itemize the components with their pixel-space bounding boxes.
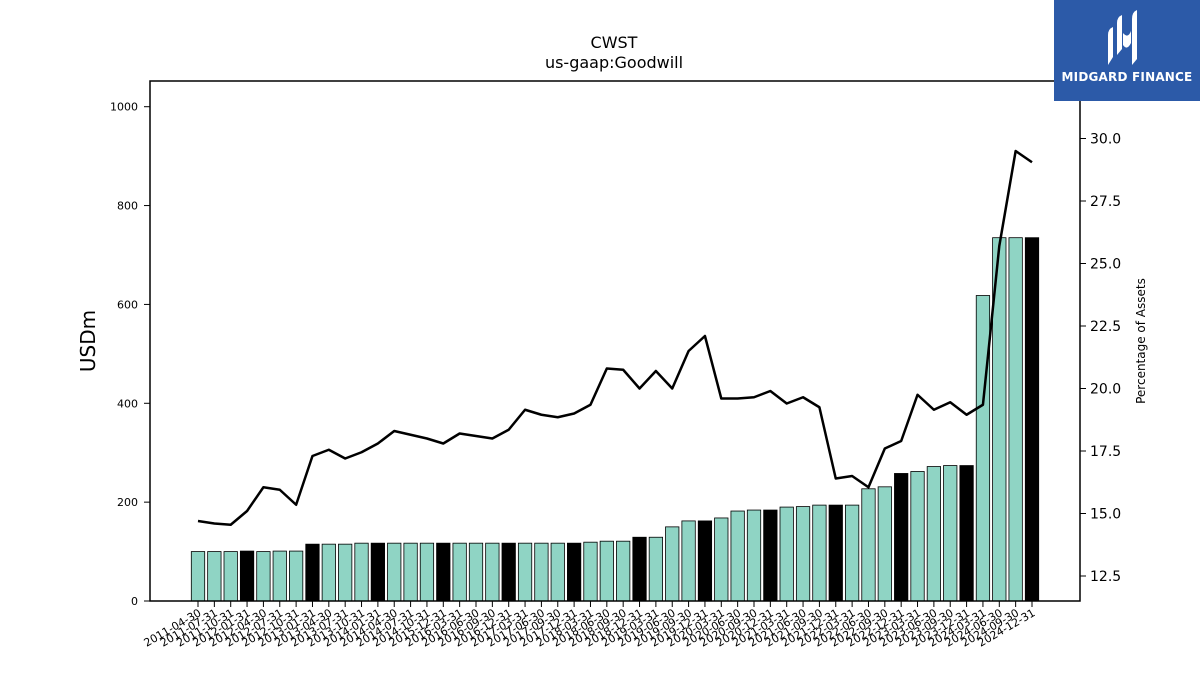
plot-frame <box>149 80 1081 602</box>
y-axis-label: USDm <box>76 310 100 372</box>
y-tick-label: 600 <box>117 298 138 311</box>
bar-2016-03-31 <box>452 542 467 602</box>
bar-2012-10-31 <box>289 550 304 602</box>
bar-2022-12-31 <box>894 473 909 602</box>
bar-2022-09-30 <box>877 486 892 602</box>
bar-2023-03-31 <box>910 471 925 602</box>
x-axis: 2011-04-302011-07-312011-10-312012-01-31… <box>142 601 1038 650</box>
bar-2012-07-31 <box>272 550 287 602</box>
bar-2021-06-30 <box>795 506 811 602</box>
bars-group <box>190 237 1040 602</box>
bar-2021-03-31 <box>779 506 794 602</box>
bar-2016-09-30 <box>485 542 500 602</box>
bar-2011-07-31 <box>207 551 222 602</box>
chart-title: CWST <box>591 33 638 52</box>
bar-2012-01-31 <box>239 550 255 602</box>
bar-2017-03-31 <box>517 542 533 602</box>
y2-tick-label: 20.0 <box>1090 382 1121 398</box>
y2-tick-label: 27.5 <box>1090 194 1121 210</box>
bar-2013-04-30 <box>321 543 336 602</box>
bar-2019-09-30 <box>681 520 696 602</box>
y-axis: 0 200 400 600 800 1000 <box>110 101 150 608</box>
bar-2023-12-31 <box>959 465 974 602</box>
bar-2017-09-30 <box>550 542 565 602</box>
y2-tick-label: 17.5 <box>1090 444 1121 460</box>
bar-2022-03-31 <box>845 504 860 602</box>
bar-2023-09-30 <box>943 465 958 602</box>
bar-2013-07-31 <box>338 543 353 602</box>
y-tick-label: 400 <box>117 397 138 410</box>
y2-axis: 12.5 15.0 17.5 20.0 22.5 25.0 27.5 30.0 <box>1080 132 1121 585</box>
y-tick-label: 200 <box>117 496 138 509</box>
bar-2013-10-31 <box>354 542 369 602</box>
bar-2024-03-31 <box>975 295 991 602</box>
bar-2014-10-31 <box>419 542 435 602</box>
bar-2014-07-31 <box>403 542 418 602</box>
bar-2017-06-30 <box>534 542 549 602</box>
bar-2015-12-31 <box>436 542 451 602</box>
y-tick-label: 800 <box>117 200 138 213</box>
logo-mark-icon <box>1108 10 1137 65</box>
bar-2018-09-30 <box>616 540 631 602</box>
y2-tick-label: 15.0 <box>1090 507 1121 523</box>
bar-2017-12-31 <box>567 542 582 602</box>
y2-axis-label: Percentage of Assets <box>1134 278 1148 404</box>
bar-2014-01-31 <box>370 542 385 602</box>
y2-tick-label: 22.5 <box>1090 319 1121 335</box>
bar-2013-01-31 <box>305 543 320 602</box>
bar-2018-06-30 <box>599 540 614 602</box>
bar-2020-03-31 <box>714 517 729 602</box>
bar-2021-09-30 <box>812 504 827 602</box>
bar-2016-12-31 <box>501 542 516 602</box>
y2-tick-label: 12.5 <box>1090 569 1121 585</box>
bar-2014-04-30 <box>387 542 402 602</box>
y2-tick-label: 25.0 <box>1090 257 1121 273</box>
logo-text: MIDGARD FINANCE <box>1061 70 1193 84</box>
bar-2024-09-30 <box>1008 237 1023 602</box>
bar-2021-12-31 <box>828 504 843 602</box>
chart-subtitle: us-gaap:Goodwill <box>545 53 683 72</box>
bar-2011-10-31 <box>223 551 238 602</box>
y2-tick-label: 30.0 <box>1090 132 1121 148</box>
bar-2019-12-31 <box>697 520 713 602</box>
percentage-line <box>197 149 1033 526</box>
bar-2016-06-30 <box>468 542 484 602</box>
bar-2024-12-31 <box>1024 237 1040 602</box>
bar-2019-03-31 <box>648 536 663 602</box>
brand-logo: MIDGARD FINANCE <box>1054 0 1200 101</box>
bar-2023-06-30 <box>926 466 941 602</box>
bar-2012-04-30 <box>256 551 271 602</box>
bar-2020-06-30 <box>730 510 745 602</box>
bar-2018-12-31 <box>632 536 647 602</box>
bar-2022-06-30 <box>861 488 876 602</box>
bar-2018-03-31 <box>583 541 598 602</box>
bar-2020-09-30 <box>746 509 762 602</box>
bar-2019-06-30 <box>665 526 680 602</box>
y-tick-label: 0 <box>131 595 138 608</box>
y-tick-label: 1000 <box>110 101 138 114</box>
bar-2011-04-30 <box>190 551 206 602</box>
bar-2020-12-31 <box>763 509 778 602</box>
